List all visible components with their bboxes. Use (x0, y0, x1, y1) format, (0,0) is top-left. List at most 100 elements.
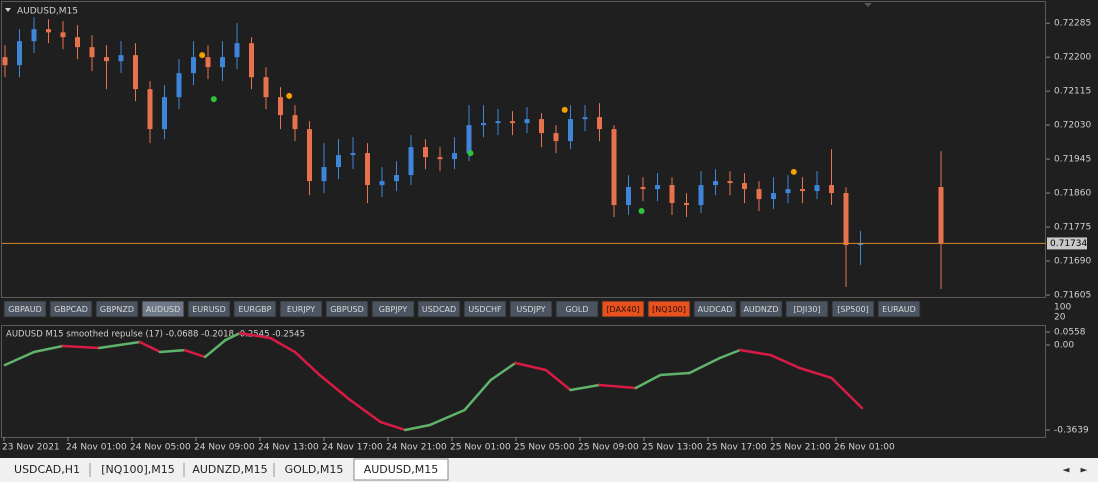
indicator-segment (203, 338, 227, 359)
tab-label[interactable]: AUDUSD,M15 (364, 463, 439, 476)
candle-body (568, 119, 573, 142)
symbol-button-label[interactable]: [SP500] (837, 305, 868, 314)
candle-body (611, 129, 617, 206)
symbol-button[interactable] (417, 300, 461, 318)
signal-dot (561, 106, 568, 113)
symbol-button[interactable] (877, 300, 921, 318)
indicator-segment (489, 361, 517, 382)
symbol-button-label[interactable]: EURJPY (287, 305, 315, 314)
button-scale-label: 100 (1054, 303, 1071, 313)
y-tick-label: 0.0558 (1054, 327, 1086, 337)
candle-body (437, 157, 443, 160)
symbol-button-label[interactable]: GBPNZD (100, 305, 134, 314)
symbol-button-label[interactable]: GBPUSD (330, 305, 364, 314)
symbol-button[interactable] (831, 300, 875, 318)
candle-body (278, 97, 283, 116)
candle-body (350, 153, 356, 156)
signal-dot (199, 52, 206, 59)
symbol-button-label[interactable]: EURAUD (882, 305, 916, 314)
tab-label[interactable]: [NQ100],M15 (101, 463, 174, 476)
y-tick-label: 0.00 (1054, 341, 1074, 351)
tab-label[interactable]: USDCAD,H1 (14, 463, 80, 476)
symbol-button[interactable] (601, 300, 645, 318)
symbol-button[interactable] (325, 300, 369, 318)
candle-body (495, 121, 501, 124)
candle-body (17, 41, 22, 66)
candle-body (191, 57, 196, 74)
symbol-button[interactable] (509, 300, 553, 318)
symbol-button-label[interactable]: [NQ100] (652, 305, 686, 314)
indicator-segment (830, 376, 864, 410)
symbol-button[interactable] (463, 300, 507, 318)
symbol-button-label[interactable]: AUDNZD (743, 305, 778, 314)
symbol-button[interactable] (233, 300, 277, 318)
current-price-label: 0.71734 (1050, 239, 1087, 249)
indicator-segment (224, 331, 242, 342)
symbol-button-label[interactable]: AUDCAD (698, 305, 733, 314)
current-price-box (1047, 237, 1087, 250)
symbol-button[interactable] (95, 300, 139, 318)
scroll-right[interactable]: ► (1081, 466, 1088, 476)
time-label: 25 Nov 09:00 (578, 443, 639, 453)
symbol-button-label[interactable]: EURUSD (192, 305, 226, 314)
symbol-button-label[interactable]: [DJI30] (793, 305, 820, 314)
menu-arrow[interactable] (5, 8, 11, 12)
symbol-button-label[interactable]: GBPAUD (8, 305, 42, 314)
signal-dot (467, 150, 474, 157)
candle-body (249, 43, 254, 78)
indicator-segment (138, 340, 162, 354)
symbol-button[interactable] (371, 300, 415, 318)
symbol-button-label[interactable]: [DAX40] (606, 305, 639, 314)
time-label: 24 Nov 13:00 (258, 443, 319, 453)
candle-body (684, 203, 689, 206)
symbol-button[interactable] (647, 300, 691, 318)
symbol-button[interactable] (3, 300, 47, 318)
candle-body (829, 185, 834, 194)
tab-label[interactable]: AUDNZD,M15 (192, 463, 267, 476)
tab[interactable] (276, 461, 352, 479)
candle-body (46, 29, 51, 33)
candle-body (814, 185, 820, 192)
tab[interactable] (353, 458, 449, 481)
indicator-segment (379, 420, 407, 432)
symbol-button-label[interactable]: EURGBP (239, 305, 272, 314)
indicator-segment (183, 348, 207, 359)
symbol-button[interactable] (785, 300, 829, 318)
symbol-button-label[interactable]: AUDUSD (146, 305, 181, 314)
symbol-button[interactable] (187, 300, 231, 318)
y-tick-label: 0.72200 (1054, 53, 1091, 63)
symbol-button-label[interactable]: USDCAD (422, 305, 456, 314)
symbol-button-label[interactable]: USDJPY (517, 305, 546, 314)
symbol-button[interactable] (141, 300, 185, 318)
symbol-button-label[interactable]: USDCHF (468, 305, 502, 314)
candle-body (742, 183, 747, 190)
y-tick-label: 0.72115 (1054, 87, 1091, 97)
candle-body (89, 47, 95, 58)
symbol-button-label[interactable]: GBPCAD (54, 305, 88, 314)
candle-body (75, 37, 80, 48)
tab[interactable] (92, 461, 184, 479)
main-frame (1, 1, 1046, 298)
symbol-button-label[interactable]: GBPJPY (379, 305, 408, 314)
indicator-segment (634, 373, 662, 390)
candle-body (626, 187, 631, 206)
candle-body (234, 43, 240, 58)
chart-title: AUDUSD,M15 (17, 7, 78, 17)
y-tick-label: -0.3639 (1054, 425, 1089, 435)
symbol-button[interactable] (739, 300, 783, 318)
tab[interactable] (4, 461, 90, 479)
candle-body (597, 117, 602, 130)
symbol-button[interactable] (693, 300, 737, 318)
symbol-button[interactable] (555, 300, 599, 318)
symbol-button[interactable] (279, 300, 323, 318)
y-tick-label: 0.72030 (1054, 121, 1091, 131)
symbol-button[interactable] (49, 300, 93, 318)
candle-body (31, 29, 37, 42)
time-label: 25 Nov 13:00 (642, 443, 703, 453)
tab-label[interactable]: GOLD,M15 (285, 463, 344, 476)
symbol-button-label[interactable]: GOLD (565, 305, 588, 314)
scroll-left[interactable]: ◄ (1063, 466, 1070, 476)
candle-body (263, 77, 269, 98)
tab[interactable] (186, 461, 274, 479)
